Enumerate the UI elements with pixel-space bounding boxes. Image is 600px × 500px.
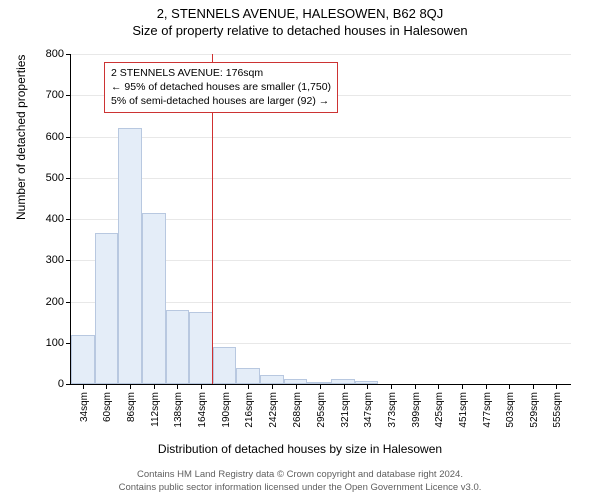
xtick-label: 529sqm	[529, 392, 540, 442]
ytick-mark	[66, 219, 71, 220]
ytick-label: 200	[46, 296, 64, 308]
xtick-mark	[533, 384, 534, 389]
xtick-label: 451sqm	[458, 392, 469, 442]
histogram-bar	[166, 310, 190, 384]
ytick-mark	[66, 178, 71, 179]
histogram-bar	[142, 213, 166, 384]
xtick-label: 347sqm	[363, 392, 374, 442]
xtick-mark	[106, 384, 107, 389]
xtick-label: 477sqm	[482, 392, 493, 442]
xtick-label: 373sqm	[387, 392, 398, 442]
xtick-label: 399sqm	[411, 392, 422, 442]
xtick-mark	[177, 384, 178, 389]
page-title-line2: Size of property relative to detached ho…	[0, 21, 600, 38]
xtick-mark	[320, 384, 321, 389]
ytick-label: 100	[46, 337, 64, 349]
annotation-line1: 2 STENNELS AVENUE: 176sqm	[111, 66, 331, 80]
ytick-mark	[66, 260, 71, 261]
credits: Contains HM Land Registry data © Crown c…	[0, 469, 600, 494]
ytick-mark	[66, 54, 71, 55]
plot-region: 2 STENNELS AVENUE: 176sqm ← 95% of detac…	[70, 54, 571, 385]
ytick-mark	[66, 384, 71, 385]
annotation-line2: ← 95% of detached houses are smaller (1,…	[111, 80, 331, 94]
ytick-label: 300	[46, 254, 64, 266]
histogram-bar	[236, 368, 260, 384]
xtick-mark	[415, 384, 416, 389]
ytick-label: 0	[58, 378, 64, 390]
xtick-label: 138sqm	[173, 392, 184, 442]
xtick-mark	[272, 384, 273, 389]
xtick-label: 164sqm	[197, 392, 208, 442]
histogram-bar	[118, 128, 142, 384]
chart-area: 2 STENNELS AVENUE: 176sqm ← 95% of detac…	[70, 54, 570, 384]
xtick-label: 555sqm	[552, 392, 563, 442]
xtick-mark	[83, 384, 84, 389]
xtick-label: 190sqm	[221, 392, 232, 442]
ytick-label: 700	[46, 89, 64, 101]
histogram-bar	[71, 335, 95, 385]
ytick-mark	[66, 302, 71, 303]
gridline	[71, 54, 571, 55]
ytick-label: 400	[46, 213, 64, 225]
xtick-mark	[130, 384, 131, 389]
xtick-mark	[438, 384, 439, 389]
gridline	[71, 137, 571, 138]
xtick-label: 321sqm	[340, 392, 351, 442]
y-axis-label: Number of detached properties	[14, 55, 28, 220]
xtick-mark	[391, 384, 392, 389]
ytick-label: 500	[46, 172, 64, 184]
xtick-mark	[344, 384, 345, 389]
annotation-line3: 5% of semi-detached houses are larger (9…	[111, 94, 331, 108]
chart-container: 2, STENNELS AVENUE, HALESOWEN, B62 8QJ S…	[0, 0, 600, 500]
ytick-mark	[66, 95, 71, 96]
xtick-mark	[296, 384, 297, 389]
xtick-mark	[248, 384, 249, 389]
ytick-mark	[66, 137, 71, 138]
xtick-mark	[509, 384, 510, 389]
annotation-box: 2 STENNELS AVENUE: 176sqm ← 95% of detac…	[104, 62, 338, 113]
xtick-label: 295sqm	[316, 392, 327, 442]
histogram-bar	[189, 312, 213, 384]
xtick-label: 425sqm	[434, 392, 445, 442]
credits-line2: Contains public sector information licen…	[119, 482, 482, 493]
gridline	[71, 178, 571, 179]
xtick-mark	[556, 384, 557, 389]
ytick-label: 800	[46, 48, 64, 60]
xtick-mark	[367, 384, 368, 389]
xtick-label: 268sqm	[292, 392, 303, 442]
page-title-line1: 2, STENNELS AVENUE, HALESOWEN, B62 8QJ	[0, 0, 600, 21]
xtick-mark	[486, 384, 487, 389]
xtick-label: 112sqm	[150, 392, 161, 442]
xtick-mark	[154, 384, 155, 389]
xtick-mark	[201, 384, 202, 389]
xtick-label: 60sqm	[102, 392, 113, 442]
xtick-label: 503sqm	[505, 392, 516, 442]
xtick-label: 216sqm	[244, 392, 255, 442]
xtick-label: 242sqm	[268, 392, 279, 442]
x-axis-label: Distribution of detached houses by size …	[0, 442, 600, 456]
histogram-bar	[213, 347, 237, 384]
xtick-mark	[462, 384, 463, 389]
xtick-mark	[225, 384, 226, 389]
xtick-label: 86sqm	[126, 392, 137, 442]
credits-line1: Contains HM Land Registry data © Crown c…	[137, 469, 463, 480]
ytick-label: 600	[46, 131, 64, 143]
xtick-label: 34sqm	[79, 392, 90, 442]
histogram-bar	[95, 233, 119, 384]
histogram-bar	[260, 375, 284, 384]
